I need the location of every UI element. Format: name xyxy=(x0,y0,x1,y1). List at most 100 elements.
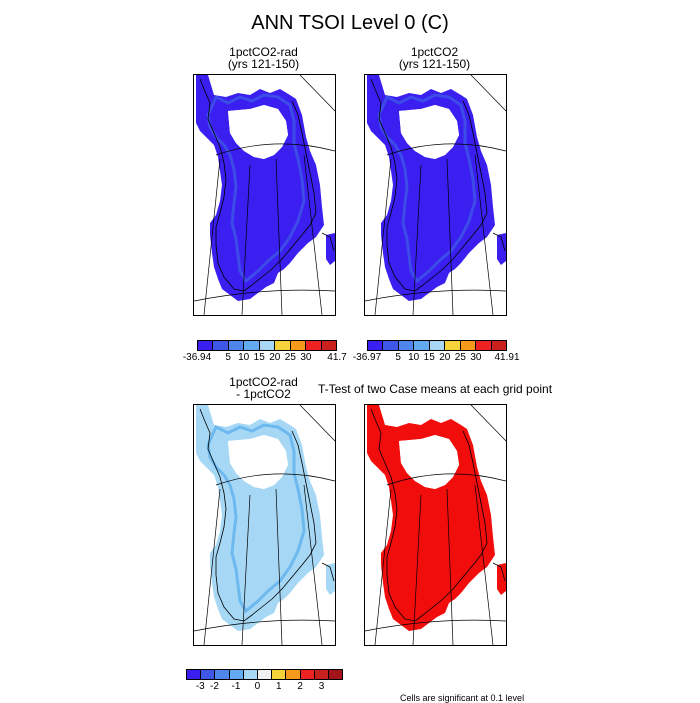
colorbar-swatch xyxy=(272,670,287,679)
meridian-line xyxy=(446,488,454,645)
ice-interior xyxy=(228,435,288,489)
latitude-line xyxy=(470,75,506,112)
panel-title-1pctco2-rad: 1pctCO2-rad (yrs 121-150) xyxy=(227,45,300,71)
latitude-line xyxy=(194,289,335,302)
latitude-line xyxy=(470,405,506,442)
colorbar-swatch xyxy=(213,341,229,350)
colorbar-tick-label: 2 xyxy=(297,681,303,692)
ice-interior xyxy=(399,105,459,159)
coastline xyxy=(370,78,488,292)
meridian-line xyxy=(303,154,323,315)
colorbar-swatch xyxy=(398,341,415,350)
significance-footnote: Cells are significant at 0.1 level xyxy=(400,693,525,703)
colorbar-swatch xyxy=(215,670,230,679)
colorbar-swatches xyxy=(197,340,337,351)
meridian-line xyxy=(412,494,422,645)
panel-title-ttest: T-Test of two Case means at each grid po… xyxy=(317,382,553,396)
colorbar-tick-label: 20 xyxy=(269,352,281,363)
colorbar-labels: -3 -2 -1 0 1 2 3 xyxy=(186,681,343,693)
panel-title-difference: 1pctCO2-rad - 1pctCO2 xyxy=(229,375,298,401)
colorbar-tick-label: -1 xyxy=(231,681,241,692)
colorbar-swatches xyxy=(367,340,507,351)
colorbar-tick-label: 20 xyxy=(439,352,451,363)
coastline-island xyxy=(492,562,506,582)
colorbar-tick-label: 25 xyxy=(454,352,466,363)
colorbar-swatch xyxy=(383,341,399,350)
meridian-line xyxy=(412,164,422,315)
colorbar-swatch xyxy=(414,341,430,350)
colorbar-labels: -36.97 5 10 15 20 25 30 41.91 xyxy=(353,352,520,364)
meridian-line xyxy=(275,158,283,315)
colorbar-1pctco2: -36.97 5 10 15 20 25 30 41.91 xyxy=(353,340,520,364)
colorbar-tick-label: 3 xyxy=(318,681,325,692)
colorbar-swatches xyxy=(186,669,343,680)
meridian-line xyxy=(374,158,392,315)
map-panel-1pctco2-rad xyxy=(193,74,336,316)
ice-sheet-fill xyxy=(196,75,324,301)
map-panel-ttest xyxy=(364,404,507,646)
colorbar-swatch xyxy=(314,670,329,679)
latitude-line xyxy=(299,405,335,442)
coastline-island xyxy=(321,232,335,252)
colorbar-tick-label: 15 xyxy=(423,352,435,363)
colorbar-tick-label: 1 xyxy=(275,681,282,692)
colorbar-1pctco2-rad: -36.94 5 10 15 20 25 30 41.7 xyxy=(183,340,347,364)
ice-interior xyxy=(399,435,459,489)
colorbar-swatch xyxy=(257,670,273,679)
latitude-line xyxy=(386,143,506,156)
latitude-line xyxy=(215,143,335,156)
colorbar-swatch xyxy=(328,670,343,679)
colorbar-swatch xyxy=(300,670,315,679)
colorbar-tick-label: 41.7 xyxy=(327,352,347,363)
ice-sheet-fill xyxy=(367,405,495,631)
coastline xyxy=(370,408,488,622)
colorbar-swatch xyxy=(445,341,461,350)
colorbar-tick-label: -2 xyxy=(210,681,219,692)
colorbar-labels: -36.94 5 10 15 20 25 30 41.7 xyxy=(183,352,347,364)
ice-edge-band xyxy=(377,93,477,284)
ice-sheet-fill xyxy=(367,75,495,301)
colorbar-swatch xyxy=(259,341,276,350)
colorbar-tick-label: 25 xyxy=(284,352,296,363)
colorbar-swatch xyxy=(201,670,216,679)
colorbar-swatch xyxy=(275,341,291,350)
colorbar-tick-label: 10 xyxy=(408,352,420,363)
colorbar-swatch xyxy=(321,341,336,350)
colorbar-swatch xyxy=(243,670,258,679)
latitude-line xyxy=(365,289,506,302)
colorbar-swatch xyxy=(187,670,202,679)
meridian-line xyxy=(474,154,494,315)
colorbar-swatch xyxy=(198,341,214,350)
latitude-line xyxy=(299,75,335,112)
coastline xyxy=(199,78,317,292)
colorbar-swatch xyxy=(368,341,384,350)
meridian-line xyxy=(241,164,251,315)
figure-title: ANN TSOI Level 0 (C) xyxy=(251,12,449,34)
colorbar-swatch xyxy=(491,341,506,350)
meridian-line xyxy=(203,488,221,645)
colorbar-swatch xyxy=(290,341,307,350)
colorbar-difference: -3 -2 -1 0 1 2 3 xyxy=(186,669,343,693)
colorbar-tick-label: 15 xyxy=(253,352,265,363)
colorbar-tick-label: 30 xyxy=(300,352,312,363)
colorbar-tick-label: 10 xyxy=(238,352,250,363)
map-panel-1pctco2 xyxy=(364,74,507,316)
meridian-line xyxy=(303,484,323,645)
colorbar-swatch xyxy=(244,341,260,350)
map-panel-difference xyxy=(193,404,336,646)
island-patch xyxy=(497,563,506,595)
coastline-island xyxy=(492,232,506,252)
island-patch xyxy=(326,563,335,595)
colorbar-tick-label: -3 xyxy=(195,681,205,692)
island-patch xyxy=(326,233,335,265)
latitude-line xyxy=(365,619,506,632)
colorbar-swatch xyxy=(229,670,244,679)
colorbar-swatch xyxy=(460,341,477,350)
ice-edge-band xyxy=(377,423,477,614)
colorbar-tick-label: 41.91 xyxy=(494,352,520,363)
colorbar-swatch xyxy=(228,341,245,350)
ice-edge-band xyxy=(206,423,306,614)
colorbar-swatch xyxy=(286,670,301,679)
colorbar-tick-label: -36.97 xyxy=(352,352,382,363)
colorbar-tick-label: 5 xyxy=(225,352,231,363)
